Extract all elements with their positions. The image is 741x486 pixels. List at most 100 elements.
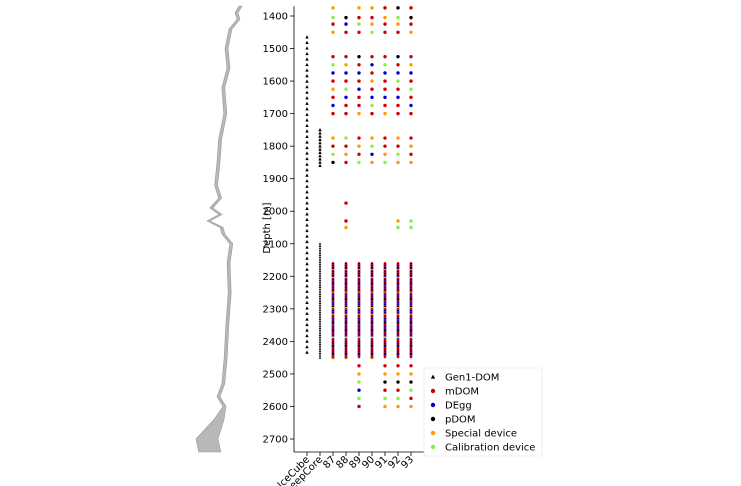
degg-marker xyxy=(370,63,374,67)
special-marker xyxy=(344,225,348,230)
ice-profile-shape xyxy=(195,5,243,453)
calib-marker xyxy=(383,396,387,401)
gen1-dom-marker xyxy=(318,147,322,151)
gen1-dom-marker xyxy=(318,256,322,259)
mdom-marker xyxy=(409,95,413,100)
gen1-dom-marker xyxy=(318,281,322,284)
gen1-dom-marker xyxy=(318,308,322,311)
gen1-dom-marker xyxy=(305,101,309,105)
mdom-marker xyxy=(383,103,387,108)
mdom-marker xyxy=(344,219,348,223)
mdom-marker xyxy=(370,54,374,59)
gen1-dom-marker xyxy=(305,256,309,260)
special-marker xyxy=(357,6,361,10)
gen1-dom-marker xyxy=(318,342,322,345)
calib-marker xyxy=(331,152,335,156)
gen1-dom-marker xyxy=(318,328,322,332)
special-marker xyxy=(396,372,400,376)
mdom-marker xyxy=(409,54,413,59)
gen1-dom-marker xyxy=(318,269,322,273)
mdom-marker xyxy=(357,152,361,156)
calib-marker xyxy=(357,160,361,165)
gen1-dom-marker xyxy=(318,317,322,320)
y-tick-label: 1600 xyxy=(263,77,288,88)
mdom-marker xyxy=(357,63,361,67)
gen1-dom-marker xyxy=(305,284,309,288)
mdom-marker xyxy=(383,364,387,368)
gen1-dom-marker xyxy=(318,258,322,261)
mdom-marker xyxy=(409,152,413,156)
mdom-marker xyxy=(331,95,335,100)
calib-marker xyxy=(396,396,400,401)
pdom-marker xyxy=(396,380,400,384)
calib-marker xyxy=(396,152,400,156)
y-tick-label: 1800 xyxy=(263,142,288,153)
gen1-dom-marker xyxy=(305,51,309,56)
degg-marker xyxy=(370,152,374,156)
gen1-dom-marker xyxy=(305,162,309,166)
special-marker xyxy=(370,79,374,83)
gen1-dom-marker xyxy=(305,62,309,67)
gen1-dom-marker xyxy=(305,195,309,199)
gen1-dom-marker xyxy=(305,179,309,183)
special-marker xyxy=(331,30,335,34)
gen1-dom-marker xyxy=(318,340,322,343)
gen1-dom-marker xyxy=(430,374,436,379)
gen1-dom-marker xyxy=(318,262,322,266)
gen1-dom-marker xyxy=(305,68,309,72)
gen1-dom-marker xyxy=(305,245,309,249)
calib-marker xyxy=(370,144,374,148)
mdom-marker xyxy=(344,144,348,148)
y-tick-label: 2700 xyxy=(263,435,288,446)
mdom-marker xyxy=(383,22,387,26)
gen1-dom-marker xyxy=(305,118,309,122)
gen1-dom-marker xyxy=(318,319,322,323)
mdom-marker xyxy=(331,355,335,359)
degg-marker xyxy=(344,22,348,26)
degg-marker xyxy=(409,103,413,108)
special-marker xyxy=(331,87,335,91)
gen1-dom-marker xyxy=(305,278,309,282)
mdom-marker xyxy=(331,22,335,26)
calib-marker xyxy=(357,22,361,26)
mdom-marker xyxy=(430,388,436,394)
legend-label: Gen1-DOM xyxy=(445,373,499,384)
y-tick-label: 2200 xyxy=(263,272,288,283)
pdom-marker xyxy=(409,15,413,20)
gen1-dom-marker xyxy=(305,40,309,45)
gen1-dom-marker xyxy=(318,294,322,298)
mdom-marker xyxy=(357,136,361,140)
gen1-dom-marker xyxy=(305,173,309,177)
special-marker xyxy=(370,136,374,140)
gen1-dom-marker xyxy=(305,85,309,89)
x-tick-label: 93 xyxy=(399,454,416,471)
gen1-dom-marker xyxy=(318,290,322,293)
mdom-marker xyxy=(409,79,413,83)
mdom-marker xyxy=(357,79,361,83)
gen1-dom-marker xyxy=(318,141,322,145)
special-marker xyxy=(370,6,374,10)
mdom-marker xyxy=(331,54,335,59)
gen1-dom-marker xyxy=(305,250,309,255)
special-marker xyxy=(344,152,348,156)
mdom-marker xyxy=(396,87,400,91)
mdom-marker xyxy=(409,22,413,26)
gen1-dom-marker xyxy=(305,206,309,210)
gen1-dom-marker xyxy=(305,96,309,100)
gen1-dom-marker xyxy=(305,223,309,227)
mdom-marker xyxy=(383,87,387,91)
special-marker xyxy=(370,22,374,26)
mdom-marker xyxy=(370,87,374,91)
gen1-dom-marker xyxy=(318,344,322,348)
legend-box xyxy=(423,367,543,457)
mdom-marker xyxy=(409,396,413,401)
calib-marker xyxy=(370,103,374,108)
gen1-dom-marker xyxy=(318,131,322,135)
y-tick-label: 2100 xyxy=(263,239,288,250)
calib-marker xyxy=(383,160,387,165)
y-tick-label: 1900 xyxy=(263,174,288,185)
gen1-dom-marker xyxy=(305,317,309,321)
gen1-dom-marker xyxy=(318,285,322,289)
gen1-dom-marker xyxy=(318,356,322,359)
mdom-marker xyxy=(331,79,335,83)
